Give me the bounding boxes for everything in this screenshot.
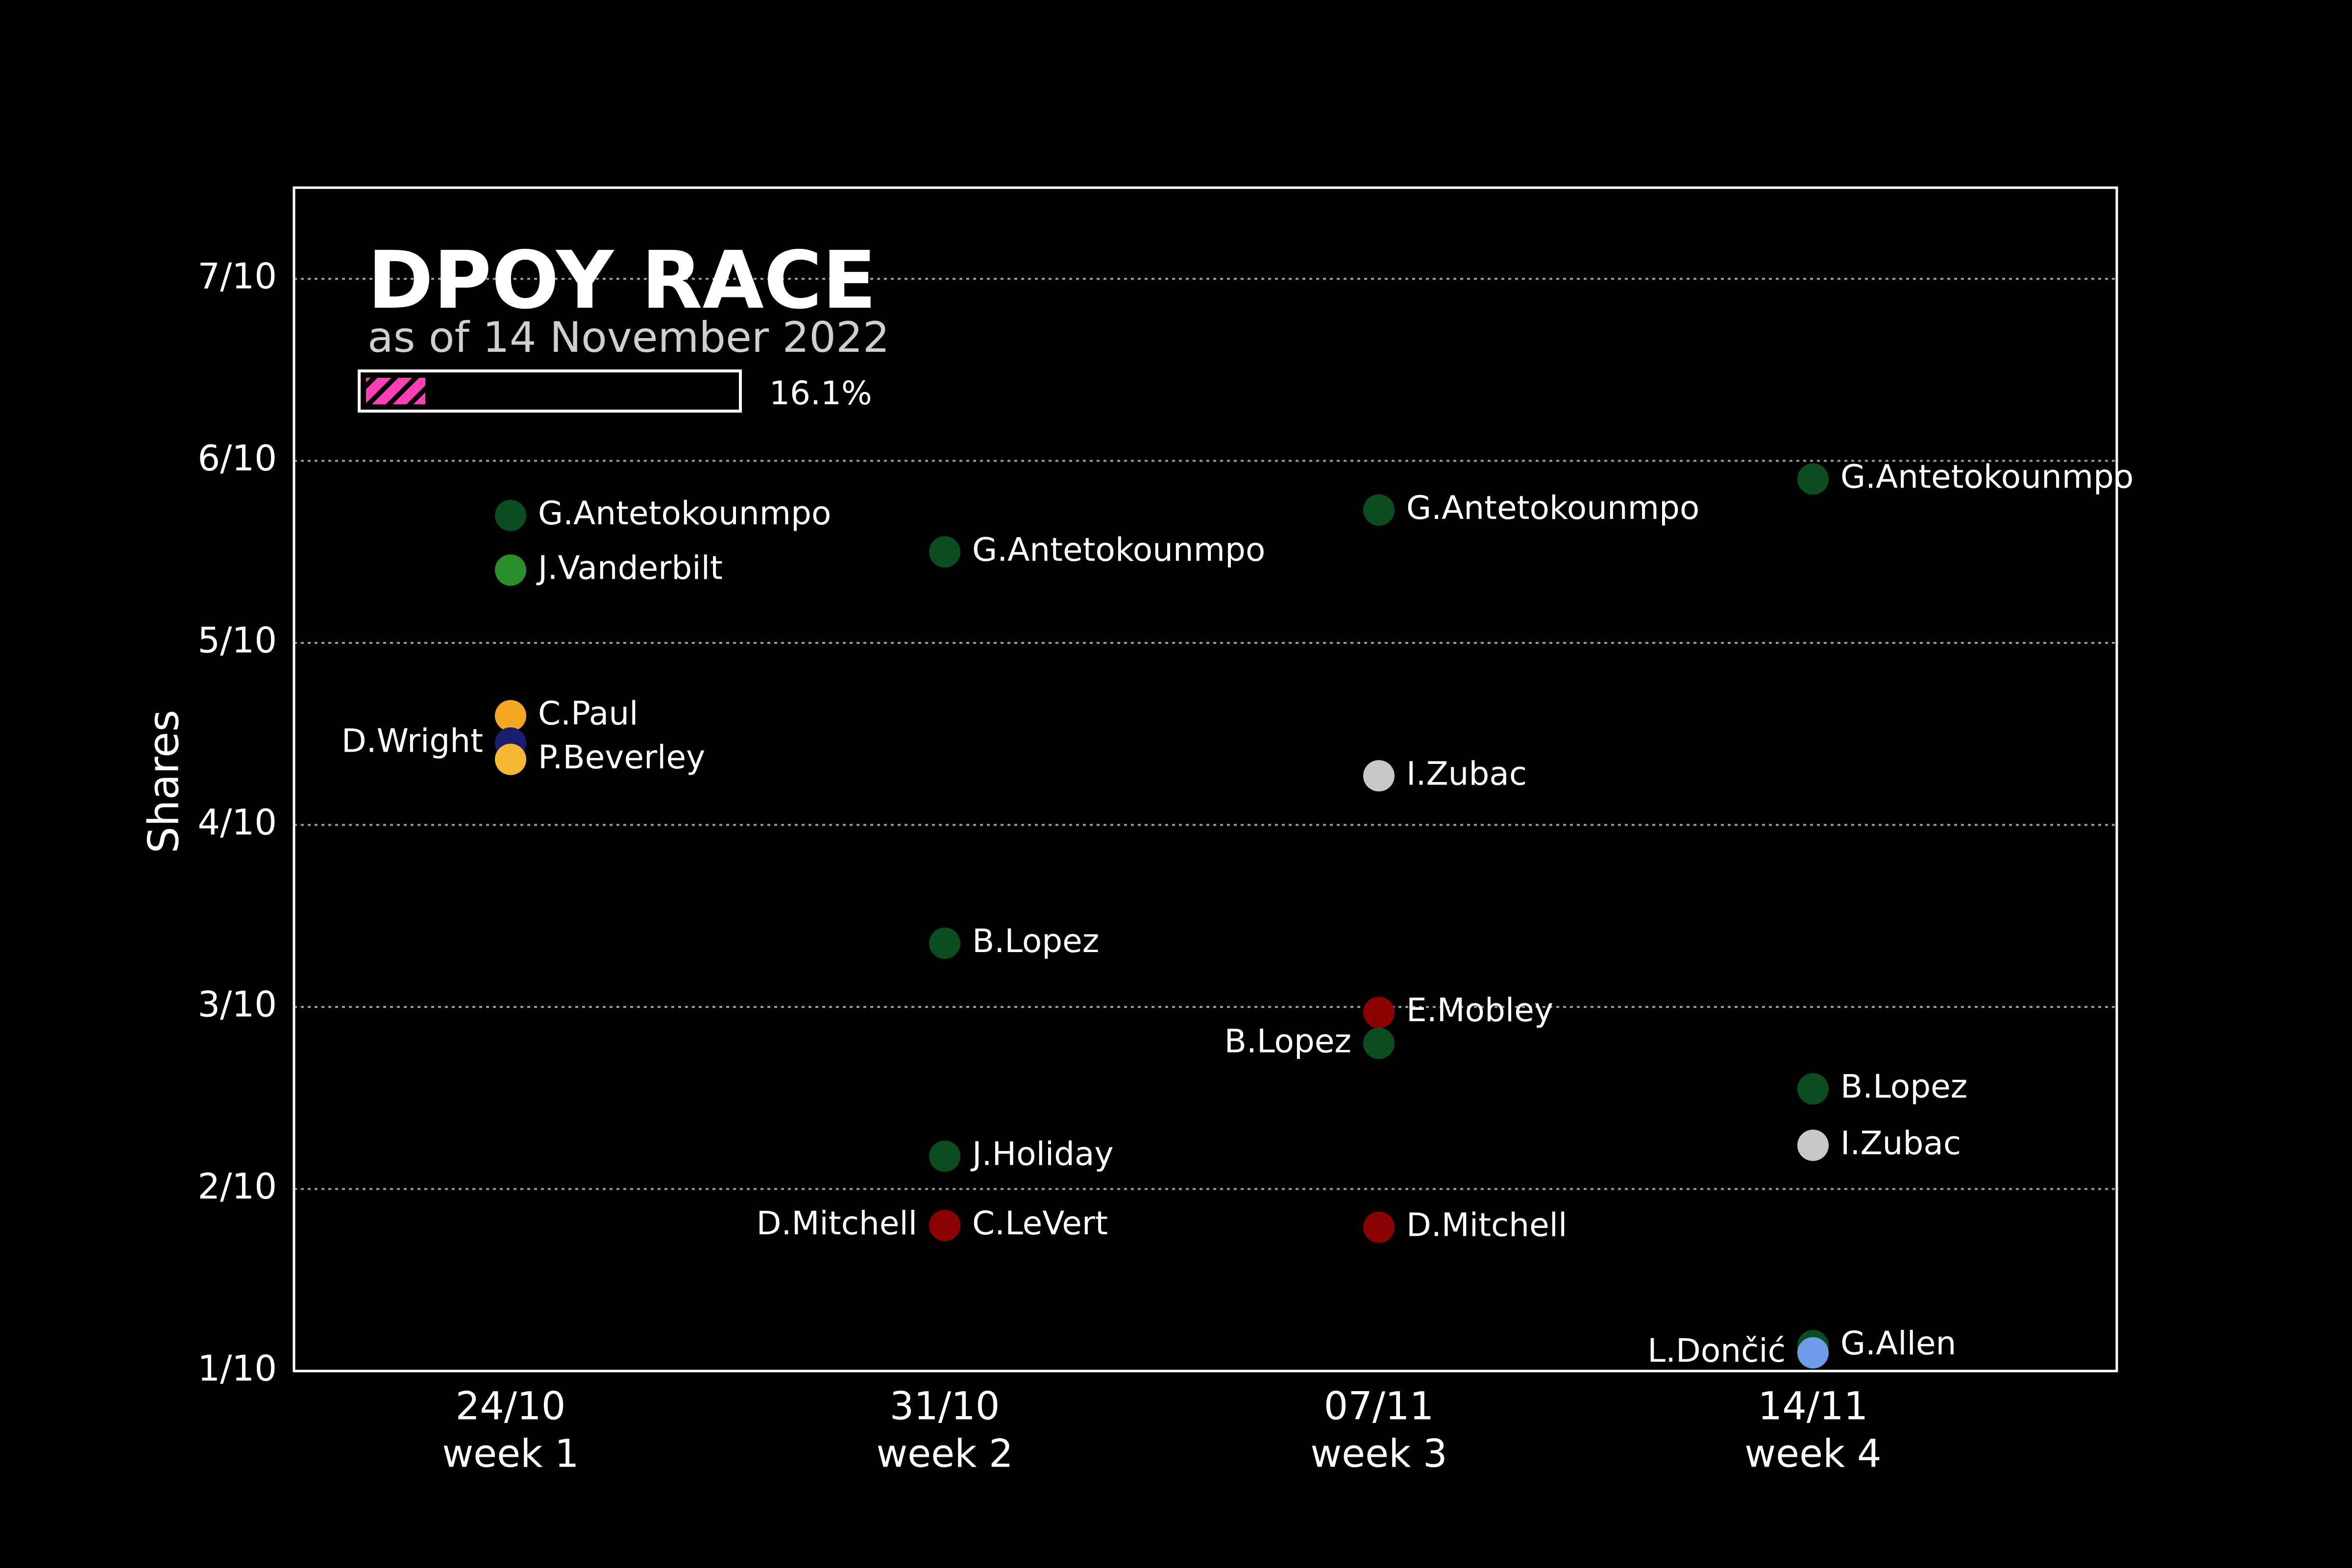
grid-lines [294, 278, 2117, 1190]
point-label: J.Holiday [970, 1135, 1114, 1173]
data-point [929, 1140, 960, 1172]
point-label: B.Lopez [972, 922, 1099, 960]
x-tick-date: 24/10 [456, 1384, 566, 1428]
point-label: C.LeVert [972, 1204, 1108, 1242]
y-tick-label: 5/10 [197, 620, 277, 661]
data-point [1797, 1073, 1829, 1105]
progress-percent: 16.1% [769, 374, 872, 412]
chart-subtitle: as of 14 November 2022 [368, 313, 889, 362]
data-point [1797, 1129, 1829, 1161]
data-points: G.Antetokounmpo J.Vanderbilt C.Paul D.Wrigh… [342, 458, 2134, 1370]
y-tick-label: 7/10 [197, 256, 277, 297]
point-label: B.Lopez [1840, 1068, 1967, 1105]
y-tick-labels: 1/10 2/10 3/10 4/10 5/10 6/10 7/10 [197, 256, 277, 1389]
data-point [495, 700, 526, 732]
point-label: G.Antetokounmpo [1406, 489, 1699, 527]
point-label: P.Beverley [538, 738, 705, 776]
chart-title: DPOY RACE [368, 235, 877, 327]
y-tick-label: 3/10 [197, 984, 277, 1025]
x-tick-week: week 2 [876, 1432, 1013, 1476]
y-tick-label: 6/10 [197, 438, 277, 479]
point-label: D.Wright [342, 722, 483, 760]
point-label: G.Antetokounmpo [972, 531, 1265, 568]
point-label: L.Dončić [1647, 1332, 1786, 1370]
y-tick-label: 4/10 [197, 802, 277, 843]
point-label: B.Lopez [1225, 1022, 1351, 1060]
point-label: D.Mitchell [1406, 1206, 1567, 1244]
point-label: D.Mitchell [757, 1204, 917, 1242]
progress-track [358, 369, 742, 413]
x-tick-week: week 4 [1744, 1432, 1881, 1476]
point-label: G.Antetokounmpo [538, 494, 831, 532]
y-tick-label: 2/10 [197, 1166, 277, 1207]
data-point [1797, 1337, 1829, 1369]
data-point [495, 743, 526, 775]
data-point [495, 499, 526, 531]
x-tick-week: week 3 [1310, 1432, 1447, 1476]
data-point [929, 536, 960, 568]
point-label: J.Vanderbilt [536, 549, 723, 587]
point-label: I.Zubac [1406, 755, 1527, 792]
data-point [1363, 1028, 1395, 1059]
plot-frame [293, 186, 2118, 1372]
y-tick-label: 1/10 [197, 1348, 277, 1389]
x-tick-date: 14/11 [1758, 1384, 1868, 1428]
x-tick-date: 07/11 [1324, 1384, 1434, 1428]
data-point [495, 554, 526, 586]
x-tick-week: week 1 [442, 1432, 579, 1476]
data-point [1363, 494, 1395, 526]
x-tick-date: 31/10 [890, 1384, 1000, 1428]
point-label: G.Allen [1840, 1324, 1956, 1362]
data-point [1363, 760, 1395, 792]
data-point [929, 1209, 960, 1241]
point-label: C.Paul [538, 695, 638, 733]
data-point [929, 927, 960, 959]
y-axis-label: Shares [139, 710, 188, 854]
data-point [1363, 1211, 1395, 1243]
data-point [1363, 997, 1395, 1029]
point-label: I.Zubac [1840, 1124, 1961, 1162]
data-point [1797, 463, 1829, 495]
point-label: E.Mobley [1406, 991, 1553, 1029]
progress-fill [366, 378, 425, 404]
progress-bar [358, 369, 742, 413]
point-label: G.Antetokounmpo [1840, 458, 2133, 496]
